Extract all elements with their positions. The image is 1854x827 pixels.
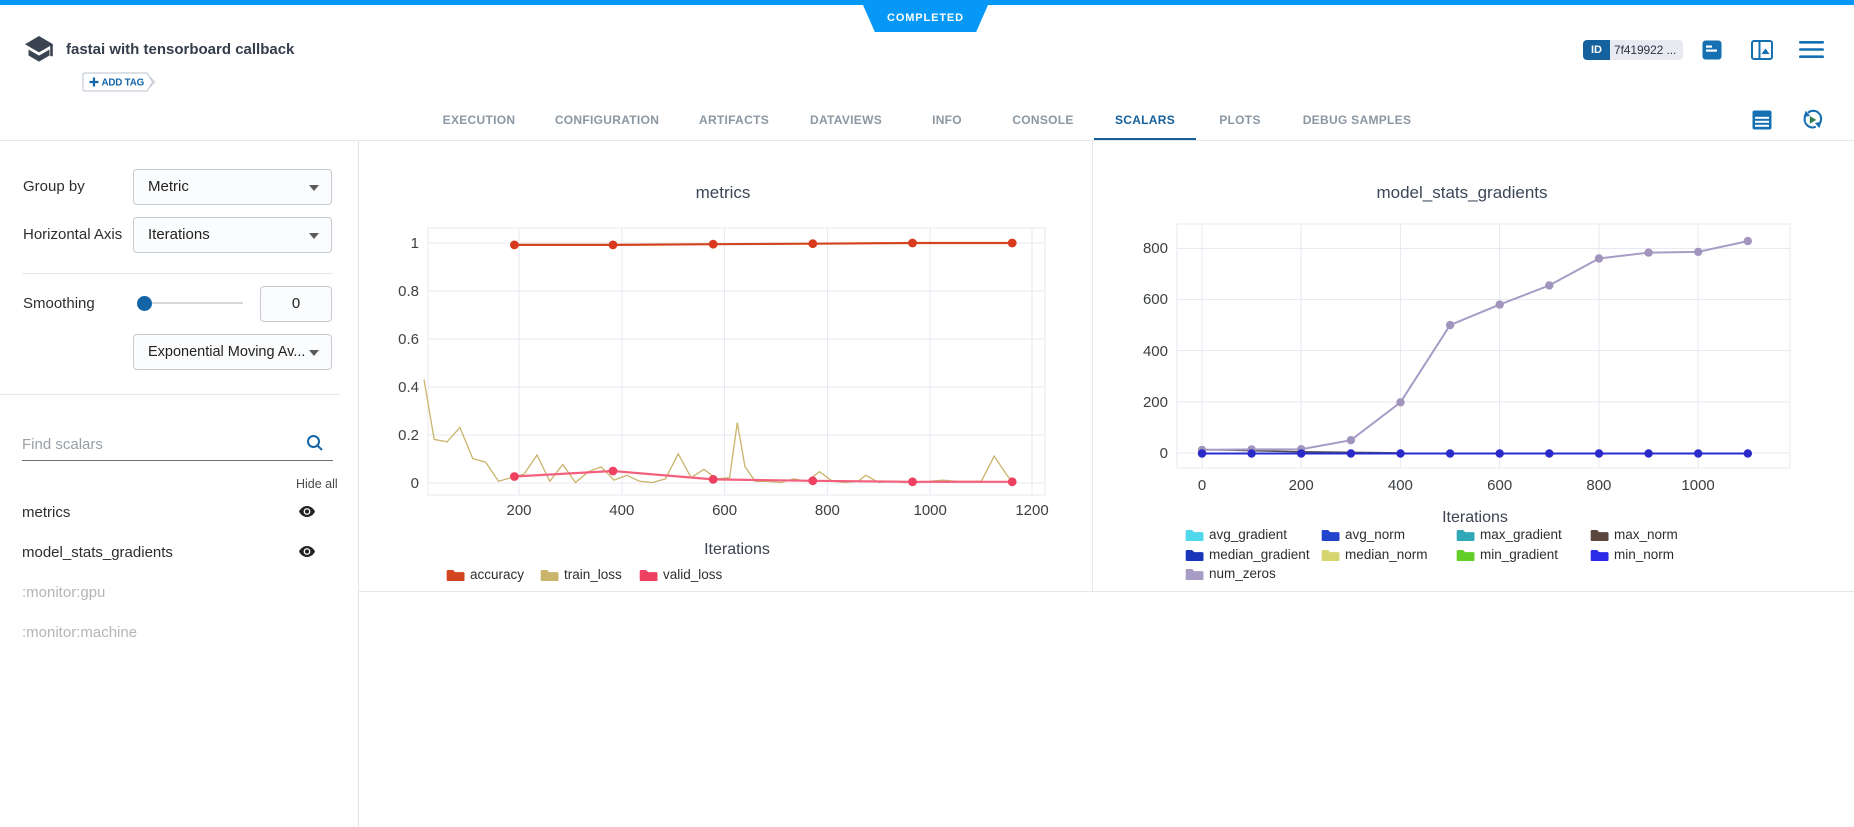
svg-text:400: 400: [1388, 477, 1413, 494]
svg-text:metrics: metrics: [696, 183, 751, 202]
svg-text:800: 800: [1586, 477, 1611, 494]
svg-text:800: 800: [1143, 240, 1168, 257]
svg-text:median_gradient: median_gradient: [1209, 547, 1310, 562]
svg-text:600: 600: [1487, 477, 1512, 494]
svg-text:accuracy: accuracy: [470, 567, 524, 582]
svg-text:avg_gradient: avg_gradient: [1209, 527, 1287, 542]
svg-text:0: 0: [1160, 445, 1168, 462]
svg-text:600: 600: [1143, 291, 1168, 308]
svg-text:200: 200: [506, 502, 531, 519]
svg-text:200: 200: [1143, 394, 1168, 411]
svg-text:Iterations: Iterations: [1442, 509, 1508, 526]
svg-text:min_norm: min_norm: [1614, 547, 1674, 562]
svg-text:0: 0: [411, 475, 419, 492]
svg-text:0.8: 0.8: [398, 283, 419, 300]
svg-text:max_gradient: max_gradient: [1480, 527, 1562, 542]
svg-text:0.4: 0.4: [398, 379, 419, 396]
svg-text:ADD TAG: ADD TAG: [102, 77, 145, 88]
svg-text:1: 1: [411, 235, 419, 252]
svg-text:Iterations: Iterations: [704, 541, 770, 558]
svg-text:valid_loss: valid_loss: [663, 567, 723, 582]
svg-text:1000: 1000: [1681, 477, 1714, 494]
svg-text:num_zeros: num_zeros: [1209, 566, 1276, 581]
svg-text:0: 0: [1198, 477, 1206, 494]
svg-text:400: 400: [609, 502, 634, 519]
svg-text:600: 600: [712, 502, 737, 519]
svg-text:avg_norm: avg_norm: [1345, 527, 1405, 542]
svg-text:max_norm: max_norm: [1614, 527, 1678, 542]
svg-text:400: 400: [1143, 343, 1168, 360]
svg-text:0.2: 0.2: [398, 427, 419, 444]
svg-text:median_norm: median_norm: [1345, 547, 1428, 562]
svg-text:min_gradient: min_gradient: [1480, 547, 1558, 562]
svg-text:train_loss: train_loss: [564, 567, 622, 582]
svg-text:0.6: 0.6: [398, 331, 419, 348]
svg-text:1000: 1000: [914, 502, 947, 519]
svg-text:model_stats_gradients: model_stats_gradients: [1376, 183, 1547, 202]
svg-text:200: 200: [1289, 477, 1314, 494]
svg-text:1200: 1200: [1015, 502, 1048, 519]
svg-text:800: 800: [815, 502, 840, 519]
